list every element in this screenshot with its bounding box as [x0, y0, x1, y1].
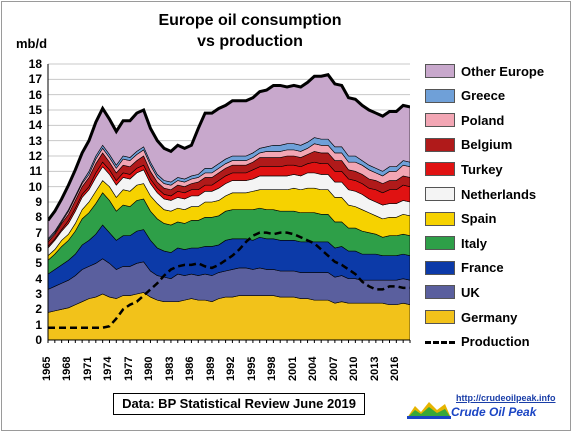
y-tick-label: 9	[35, 195, 42, 209]
x-tick-label: 2013	[368, 356, 381, 381]
legend-label: Belgium	[461, 137, 513, 153]
legend-label: Netherlands	[461, 186, 537, 202]
line-production	[48, 231, 410, 329]
crude-oil-peak-logo-icon	[407, 402, 451, 419]
x-tick-label: 1965	[41, 356, 53, 381]
y-tick-label: 11	[29, 164, 42, 179]
legend-item-netherlands: Netherlands	[425, 185, 536, 203]
y-tick-label: 12	[28, 149, 42, 163]
legend-swatch	[425, 162, 455, 177]
x-tick-label: 1977	[122, 356, 135, 381]
legend-swatch	[425, 260, 455, 275]
legend-label: Germany	[461, 309, 518, 325]
legend-item-turkey: Turkey	[425, 160, 503, 178]
x-tick-label: 1986	[184, 356, 197, 381]
logo-url[interactable]: http://crudeoilpeak.info	[456, 393, 556, 403]
y-tick-label: 4	[35, 271, 42, 286]
x-tick-label: 2016	[389, 356, 402, 381]
x-tick-label: 1998	[266, 356, 279, 381]
legend-label: Turkey	[461, 161, 503, 177]
legend-swatch	[425, 88, 455, 103]
y-tick-label: 18	[28, 57, 42, 71]
legend-item-other-europe: Other Europe	[425, 62, 544, 80]
x-tick-label: 1989	[204, 356, 217, 381]
logo-name: Crude Oil Peak	[451, 405, 537, 419]
legend-item-poland: Poland	[425, 111, 504, 129]
legend-label: Spain	[461, 211, 497, 227]
x-tick-label: 1968	[61, 356, 74, 381]
y-tick-label: 8	[35, 210, 42, 225]
series-areas	[48, 74, 410, 340]
y-tick-label: 17	[28, 72, 42, 87]
chart-title-line-1: Europe oil consumption	[158, 12, 342, 29]
legend-label: Greece	[461, 88, 506, 104]
y-tick-label: 1	[35, 317, 42, 332]
y-tick-label: 3	[35, 287, 42, 301]
source-label: Data: BP Statistical Review June 2019	[113, 393, 365, 415]
legend-item-belgium: Belgium	[425, 136, 512, 154]
x-tick-label: 1980	[143, 356, 156, 381]
legend-item-uk: UK	[425, 283, 480, 301]
legend-item-greece: Greece	[425, 87, 505, 105]
y-tick-label: 2	[35, 302, 42, 317]
y-tick-label: 14	[28, 118, 42, 133]
x-tick-label: 1971	[81, 356, 94, 381]
y-tick-label: 5	[35, 256, 42, 271]
legend-swatch	[425, 64, 455, 78]
legend-label: France	[461, 260, 504, 276]
x-tick-label: 2001	[286, 356, 299, 381]
legend-label: UK	[461, 284, 480, 300]
series-lines	[48, 73, 410, 329]
y-tick-label: 13	[28, 133, 42, 148]
legend-swatch	[425, 187, 455, 201]
y-tick-label: 10	[28, 179, 42, 194]
legend-item-production: Production	[425, 333, 530, 351]
y-tick-label: 15	[28, 103, 42, 117]
legend-item-italy: Italy	[425, 234, 487, 252]
chart-title-line-2: vs production	[197, 33, 303, 50]
axes	[47, 64, 411, 343]
y-tick-label: 16	[28, 87, 42, 102]
legend-item-spain: Spain	[425, 210, 496, 228]
legend-label: Other Europe	[461, 63, 545, 79]
x-tick-label: 1983	[163, 356, 176, 381]
legend-item-france: France	[425, 259, 504, 277]
total-consumption-line	[48, 73, 410, 222]
legend-item-germany: Germany	[425, 308, 517, 326]
legend-swatch	[425, 113, 455, 128]
legend-label: Italy	[461, 235, 488, 251]
y-tick-label: 6	[35, 241, 42, 255]
x-tick-label: 2007	[327, 356, 340, 381]
legend-swatch	[425, 310, 455, 324]
y-axis-label: mb/d	[16, 36, 48, 51]
legend-label: Poland	[461, 112, 505, 128]
legend-swatch	[425, 236, 455, 251]
y-tick-label: 0	[35, 333, 42, 347]
x-tick-label: 1995	[245, 356, 258, 381]
legend-swatch	[425, 211, 455, 226]
x-tick-label: 2010	[348, 356, 361, 381]
legend-swatch	[425, 341, 455, 345]
legend-swatch	[425, 285, 455, 300]
x-tick-label: 2004	[307, 356, 320, 381]
legend-label: Production	[461, 334, 530, 350]
legend-swatch	[425, 137, 455, 152]
x-tick-label: 1992	[225, 356, 238, 381]
x-tick-label: 1974	[102, 356, 115, 381]
y-tick-label: 7	[35, 225, 42, 240]
